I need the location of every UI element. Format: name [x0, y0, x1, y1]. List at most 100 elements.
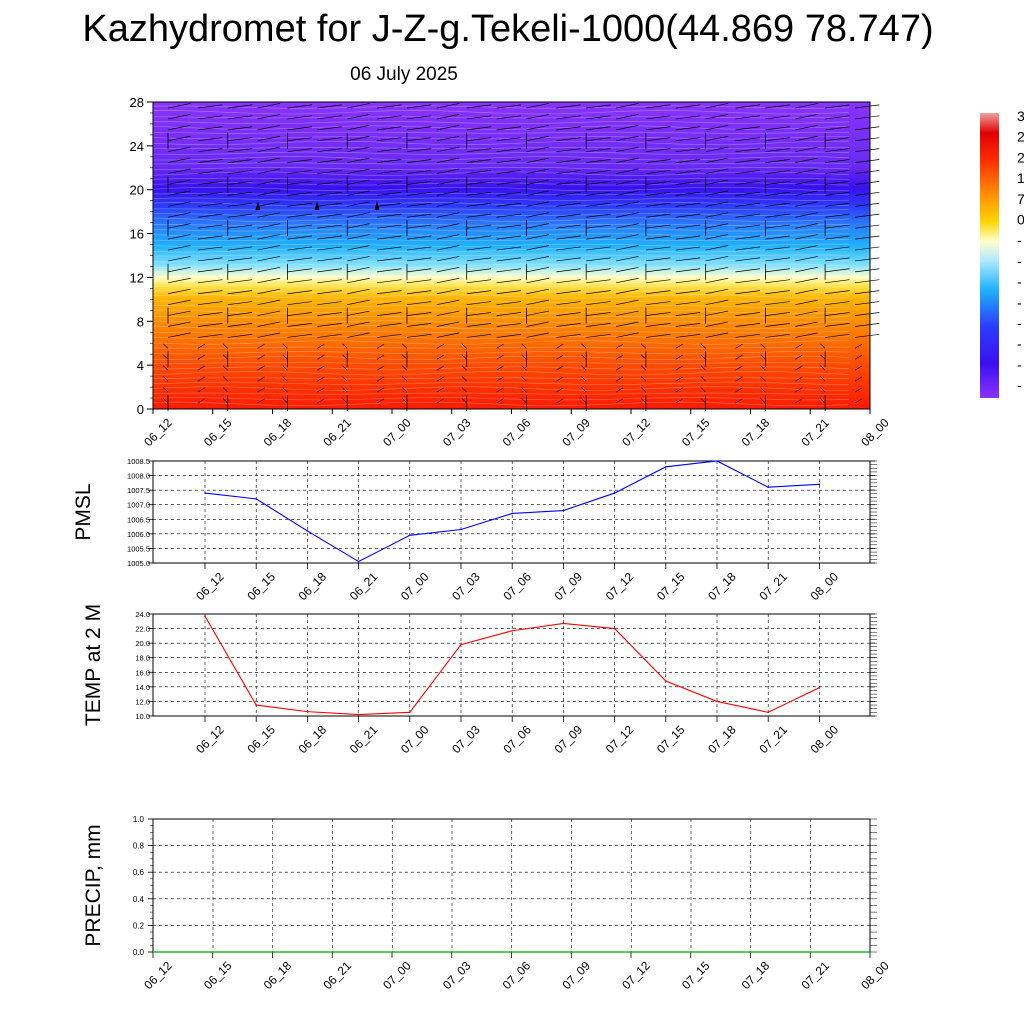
- wind-barb: [227, 323, 253, 327]
- series-point: [716, 700, 718, 703]
- xtick-label: 08_00: [808, 569, 842, 603]
- wind-barb: [586, 148, 611, 153]
- wind-barb: [436, 201, 460, 207]
- wind-barb: [586, 159, 611, 163]
- wind-barb: [765, 115, 790, 120]
- contour-line: [152, 274, 850, 278]
- wind-barb: [645, 126, 671, 131]
- wind-barb: [795, 168, 818, 174]
- wind-barb: [645, 148, 671, 153]
- heatmap-xtick-label: 07_12: [619, 415, 653, 449]
- wind-barb: [586, 268, 611, 273]
- wind-barb: [287, 181, 312, 185]
- wind-barb: [854, 257, 880, 262]
- wind-barb: [556, 398, 564, 404]
- series-point: [511, 629, 513, 632]
- wind-barb: [401, 343, 408, 349]
- wind-barb: [347, 124, 370, 131]
- wind-barb: [765, 148, 790, 153]
- ytick-label: 20.0: [135, 639, 150, 648]
- wind-barb: [735, 137, 760, 142]
- series-point: [818, 686, 821, 689]
- contour-line: [152, 269, 850, 272]
- wind-barb: [581, 376, 587, 382]
- wind-barb: [496, 159, 522, 163]
- wind-barb: [287, 191, 312, 196]
- contour-line: [152, 340, 850, 345]
- xtick-label: 07_18: [739, 958, 773, 992]
- wind-barb: [377, 213, 402, 218]
- ytick-label: 0.6: [133, 868, 145, 877]
- wind-barb: [377, 312, 402, 316]
- wind-barb: [377, 257, 402, 262]
- wind-barb: [287, 290, 312, 295]
- heatmap-xtick-label: 07_18: [739, 415, 773, 449]
- wind-barb: [615, 135, 639, 142]
- wind-barb: [615, 146, 639, 153]
- xtick-label: 08_00: [808, 722, 842, 756]
- wind-barb: [586, 104, 611, 109]
- colorbar-label: -: [1017, 356, 1022, 372]
- wind-barb: [854, 365, 863, 371]
- wind-barb: [436, 299, 460, 306]
- wind-barb: [705, 179, 729, 185]
- contour-line: [152, 239, 850, 242]
- wind-barb: [377, 159, 402, 163]
- wind-barb: [406, 115, 432, 120]
- wind-barb: [167, 266, 191, 273]
- heatmap-xtick-label: 07_15: [679, 415, 713, 449]
- wind-barb: [466, 137, 492, 142]
- wind-barb: [406, 202, 432, 207]
- wind-barb: [854, 290, 880, 295]
- wind-barb: [675, 268, 701, 273]
- wind-barb: [461, 354, 467, 360]
- wind-barb: [526, 168, 550, 174]
- wind-barb: [197, 301, 223, 306]
- wind-barb: [615, 343, 624, 349]
- xtick-label: 07_06: [500, 569, 534, 603]
- wind-barb: [436, 234, 460, 240]
- wind-barb: [406, 181, 432, 185]
- wind-barb: [496, 312, 522, 316]
- wind-barb: [526, 201, 550, 207]
- wind-barb: [760, 398, 766, 404]
- wind-barb: [377, 224, 402, 229]
- contour-line: [152, 300, 850, 303]
- wind-barb: [377, 246, 402, 251]
- wind-barb: [854, 181, 880, 185]
- wind-barb: [675, 246, 701, 251]
- contour-line: [152, 386, 850, 391]
- wind-barb: [581, 343, 587, 349]
- wind-barb: [197, 387, 206, 393]
- ytick-label: 0.0: [133, 948, 145, 957]
- wind-barb: [317, 191, 342, 196]
- wind-barb: [197, 268, 223, 273]
- wind-barb: [436, 168, 460, 174]
- wind-barb: [436, 179, 460, 185]
- wind-barb: [795, 212, 818, 218]
- wind-barb: [436, 103, 460, 109]
- wind-barb: [436, 365, 445, 371]
- wind-barb: [406, 312, 432, 316]
- wind-barb: [586, 312, 611, 316]
- wind-barb: [436, 146, 460, 153]
- series-point: [409, 534, 411, 537]
- wind-barb: [645, 333, 671, 338]
- wind-barb: [347, 234, 370, 240]
- wind-barb: [735, 191, 760, 196]
- wind-barb: [675, 235, 701, 240]
- wind-barb: [760, 376, 766, 382]
- wind-barb: [825, 246, 850, 251]
- wind-barb: [854, 224, 880, 229]
- wind-barb: [461, 376, 467, 382]
- wind-barb: [282, 354, 288, 360]
- wind-barb: [222, 387, 228, 393]
- wind-barb: [765, 126, 790, 131]
- wind-barb: [586, 213, 611, 218]
- wind-barb: [257, 114, 281, 120]
- wind-barb: [222, 398, 228, 404]
- wind-barb: [765, 268, 790, 273]
- wind-barb: [526, 310, 550, 316]
- wind-barb: [581, 354, 587, 360]
- wind-barb: [854, 343, 863, 349]
